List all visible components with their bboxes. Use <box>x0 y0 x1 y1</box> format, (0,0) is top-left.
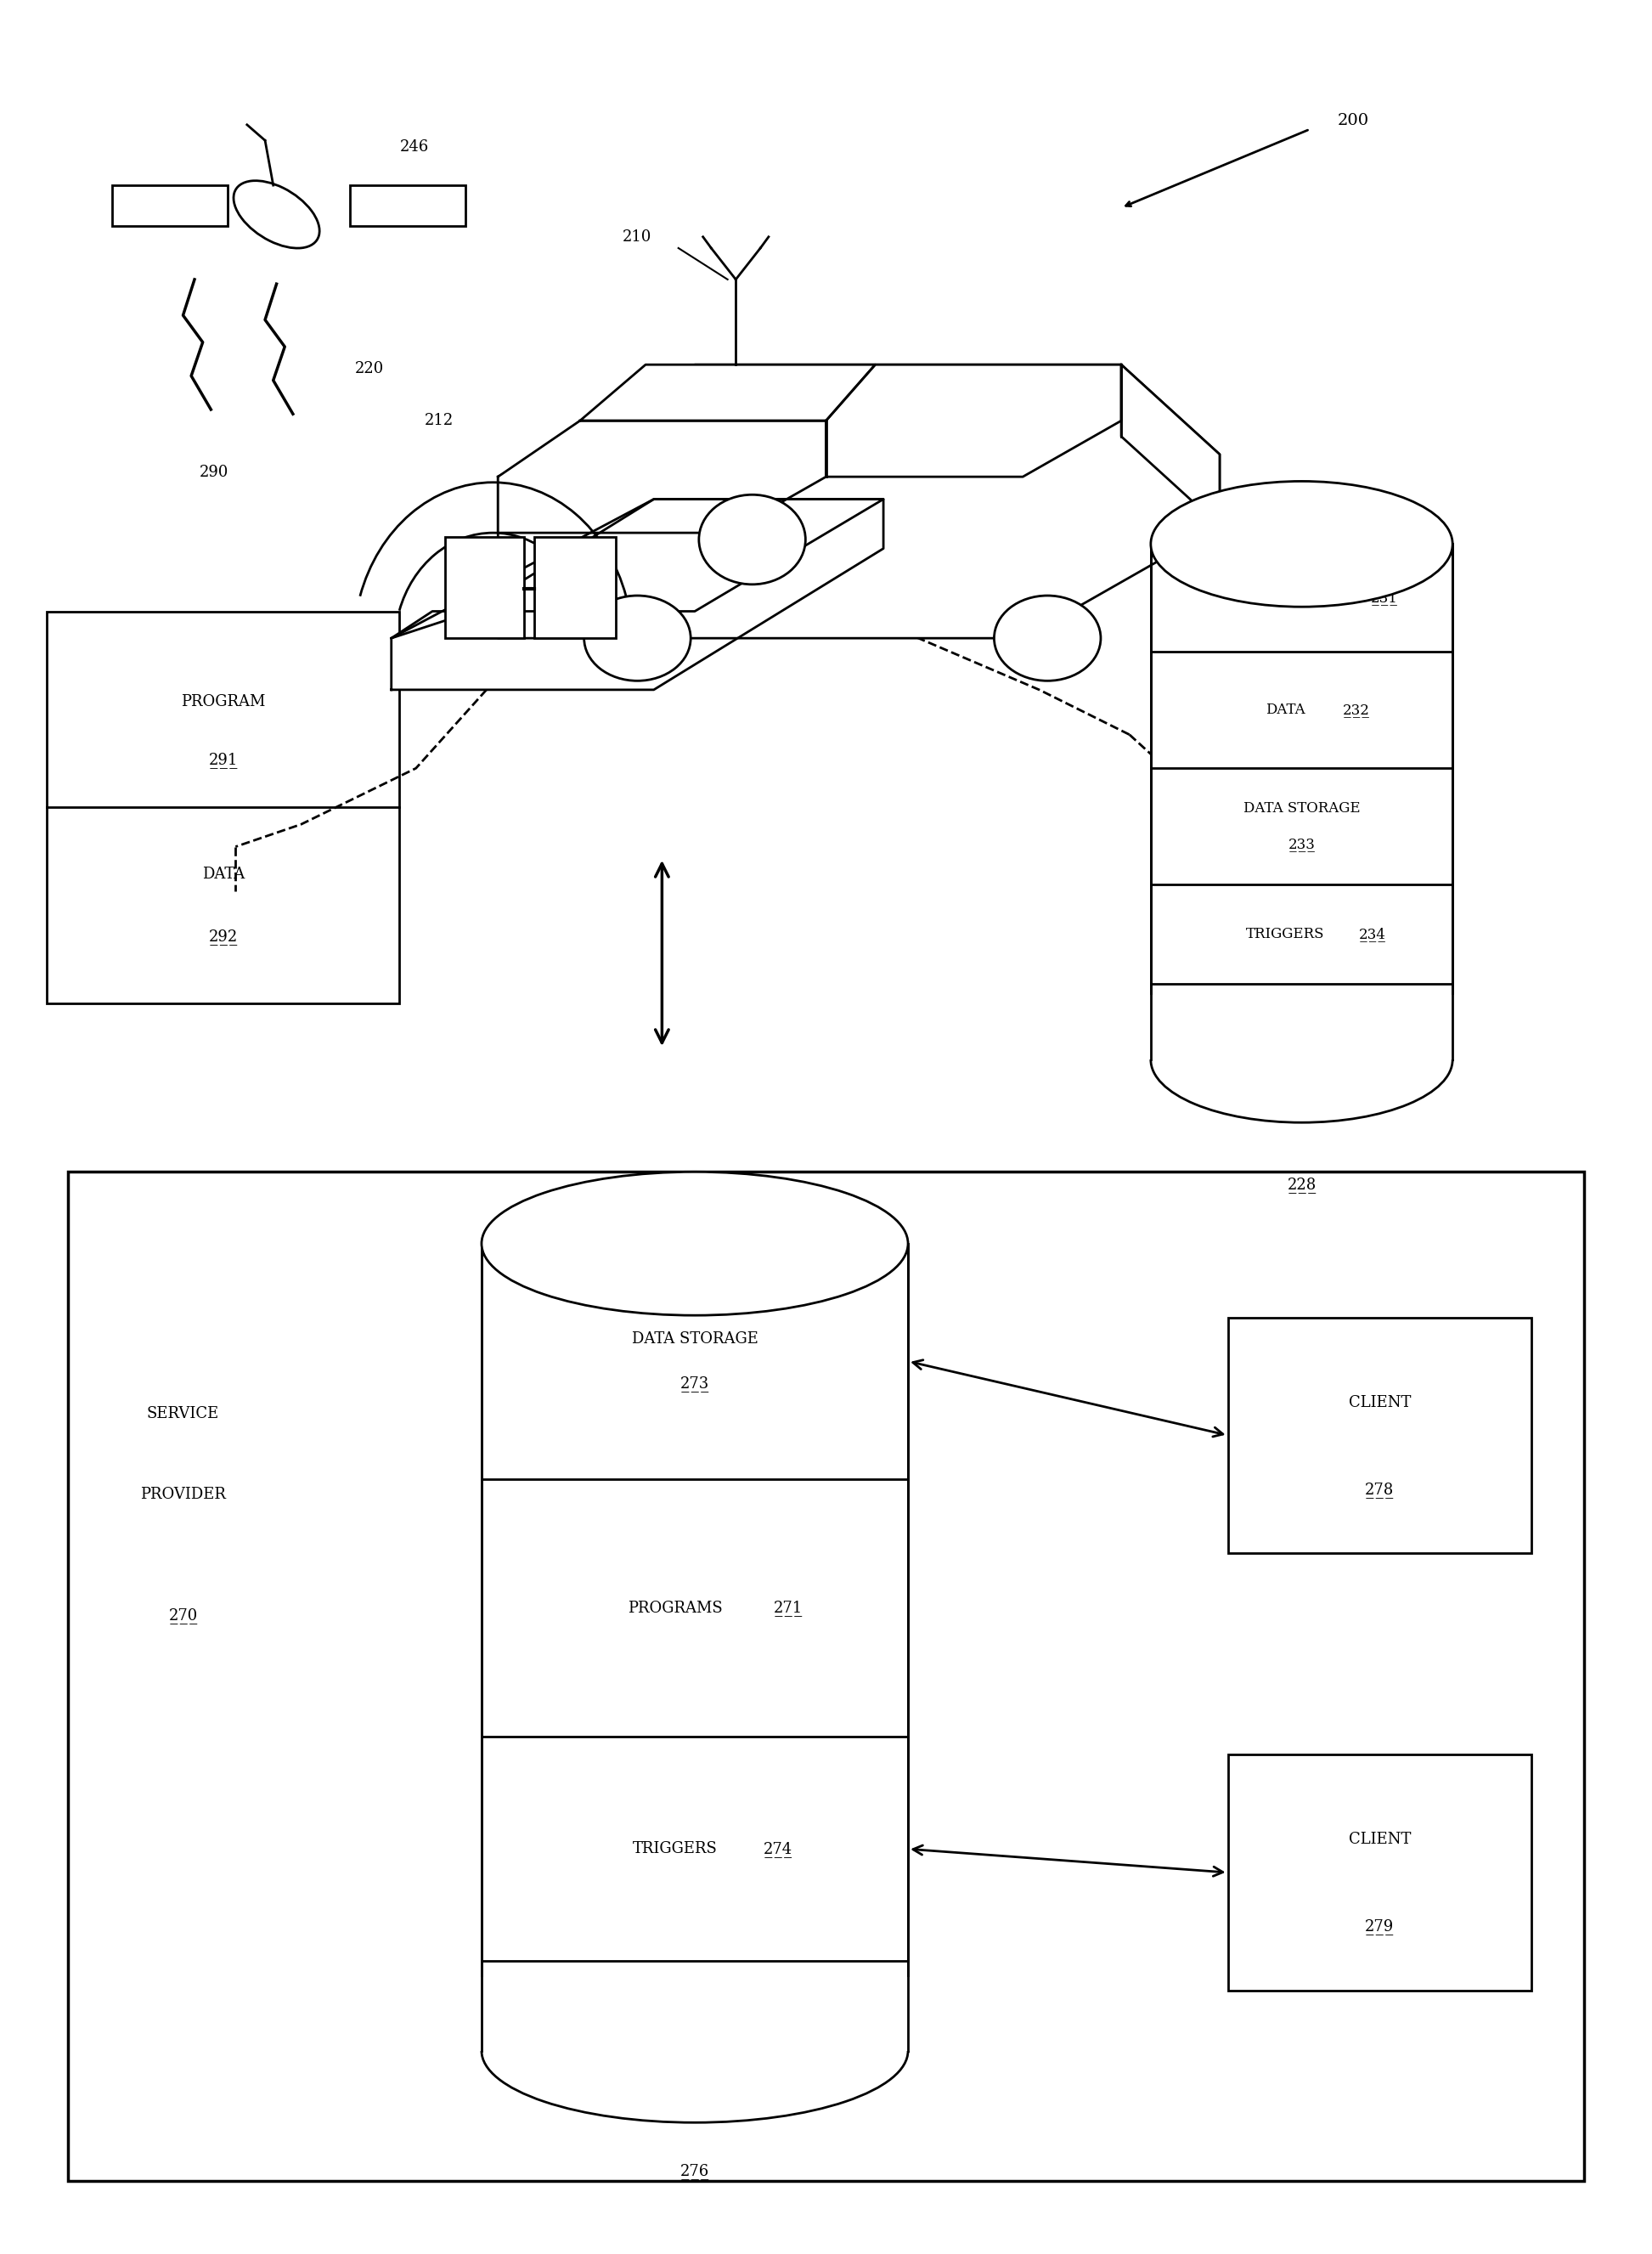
Polygon shape <box>392 498 884 690</box>
Text: PROGRAM: PROGRAM <box>182 694 266 710</box>
Bar <box>112 185 228 225</box>
Bar <box>481 1244 909 2051</box>
Ellipse shape <box>1151 482 1452 606</box>
Bar <box>350 185 466 225</box>
Text: DATA: DATA <box>202 866 244 881</box>
Text: 220: 220 <box>355 361 385 376</box>
Text: PROGRAMS: PROGRAMS <box>1244 591 1333 604</box>
Text: 2̲3̲1̲: 2̲3̲1̲ <box>1371 591 1398 604</box>
Text: CLIENT: CLIENT <box>1348 1833 1411 1848</box>
Ellipse shape <box>481 1172 909 1316</box>
Text: 212: 212 <box>425 412 453 428</box>
Text: 2̲7̲0̲: 2̲7̲0̲ <box>169 1607 198 1623</box>
Text: 200: 200 <box>1338 113 1370 128</box>
Ellipse shape <box>699 494 806 584</box>
Text: 210: 210 <box>623 230 653 243</box>
Polygon shape <box>497 421 826 532</box>
Text: 2̲9̲1̲: 2̲9̲1̲ <box>208 753 238 769</box>
Polygon shape <box>497 365 1219 638</box>
Text: 2̲3̲3̲: 2̲3̲3̲ <box>1289 836 1315 852</box>
Text: 2̲7̲6̲: 2̲7̲6̲ <box>681 2164 709 2180</box>
Text: 2̲7̲1̲: 2̲7̲1̲ <box>773 1600 803 1616</box>
Text: DATA: DATA <box>1265 703 1305 717</box>
Text: 246: 246 <box>400 140 428 156</box>
Text: 2̲9̲2̲: 2̲9̲2̲ <box>208 929 238 944</box>
Text: 2̲2̲8̲: 2̲2̲8̲ <box>1287 1177 1317 1192</box>
Polygon shape <box>1122 365 1219 525</box>
Text: 2̲7̲4̲: 2̲7̲4̲ <box>763 1842 793 1857</box>
Text: DATABASE: DATABASE <box>651 2101 738 2117</box>
Text: 2̲7̲9̲: 2̲7̲9̲ <box>1365 1918 1394 1934</box>
Ellipse shape <box>481 1979 909 2123</box>
Bar <box>1151 543 1452 1059</box>
Bar <box>534 536 616 638</box>
Text: TRIGGERS: TRIGGERS <box>633 1842 717 1857</box>
Text: TRIGGERS: TRIGGERS <box>1246 926 1325 942</box>
Ellipse shape <box>995 595 1100 681</box>
Ellipse shape <box>233 180 319 248</box>
Bar <box>1227 1756 1531 1990</box>
Text: DATABASE: DATABASE <box>1259 1109 1345 1125</box>
Text: PROVIDER: PROVIDER <box>140 1488 226 1503</box>
Text: CLIENT: CLIENT <box>1348 1395 1411 1411</box>
Bar <box>68 1172 1584 2182</box>
Bar <box>46 611 400 1003</box>
Ellipse shape <box>1151 996 1452 1122</box>
Text: 2̲3̲2̲: 2̲3̲2̲ <box>1343 703 1370 717</box>
Text: PROGRAMS: PROGRAMS <box>628 1600 722 1616</box>
Polygon shape <box>826 365 1122 478</box>
Text: DATA STORAGE: DATA STORAGE <box>631 1332 758 1346</box>
Bar <box>446 536 524 638</box>
Bar <box>1227 1319 1531 1553</box>
Text: 290: 290 <box>200 464 228 480</box>
Text: 2̲7̲8̲: 2̲7̲8̲ <box>1365 1481 1394 1497</box>
Polygon shape <box>392 498 884 638</box>
Bar <box>1148 994 1455 1059</box>
Ellipse shape <box>585 595 691 681</box>
Text: 2̲7̲3̲: 2̲7̲3̲ <box>681 1375 709 1391</box>
Text: SERVICE: SERVICE <box>147 1406 220 1422</box>
Text: DATA STORAGE: DATA STORAGE <box>1244 802 1360 816</box>
Text: 2̲3̲4̲: 2̲3̲4̲ <box>1360 926 1386 942</box>
Polygon shape <box>580 365 876 421</box>
Bar <box>479 1977 912 2051</box>
